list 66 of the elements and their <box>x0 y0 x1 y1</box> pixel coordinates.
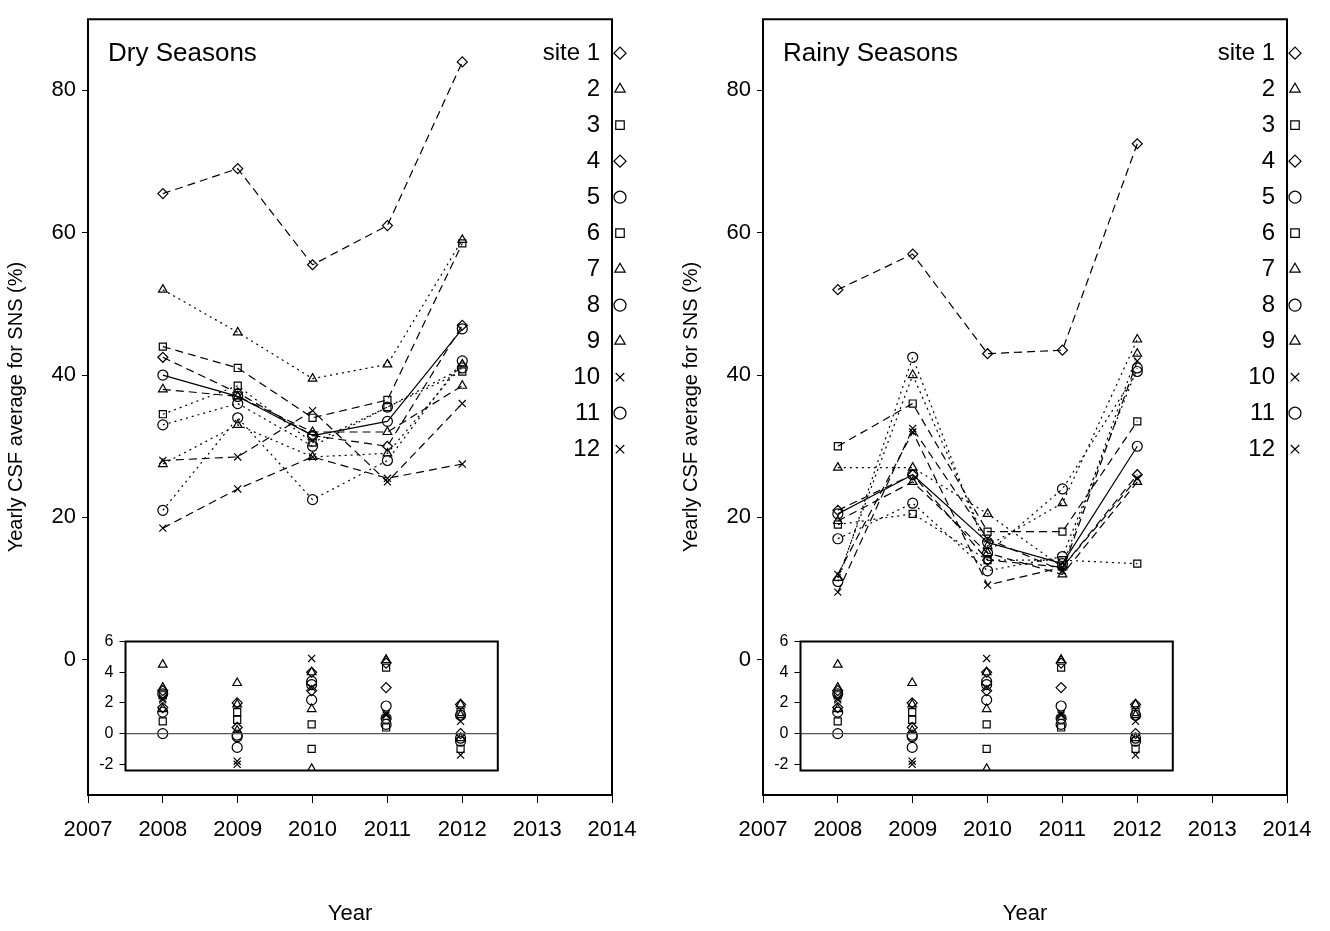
x-tick-label: 2009 <box>888 816 938 842</box>
legend-label: 7 <box>1261 253 1275 281</box>
legend-label: 4 <box>1261 145 1275 173</box>
y-tick-label: 20 <box>51 503 76 529</box>
y-tick-label: 40 <box>51 361 76 387</box>
y-tick-label: 4 <box>779 662 789 680</box>
text: Dry Seasons <box>108 37 257 68</box>
legend-label: 6 <box>1261 217 1275 245</box>
x-tick-label: 2010 <box>963 816 1013 842</box>
legend-label: 2 <box>1261 73 1275 101</box>
x-tick-label: 2008 <box>813 816 863 842</box>
y-tick-label: 2 <box>779 693 789 711</box>
y-tick-label: 60 <box>51 218 76 244</box>
y-tick-label: 20 <box>726 503 751 529</box>
legend-label: 9 <box>586 325 600 353</box>
x-tick-label: 2008 <box>138 816 188 842</box>
legend-label: 6 <box>586 217 600 245</box>
legend-label: 2 <box>586 73 600 101</box>
legend-label: 4 <box>586 145 600 173</box>
y-tick-label: -2 <box>774 754 789 772</box>
y-tick-label: 0 <box>104 724 114 742</box>
x-tick-label: 2014 <box>587 816 637 842</box>
y-tick-label: 0 <box>779 724 789 742</box>
y-tick-label: 60 <box>726 218 751 244</box>
legend-label: 3 <box>1261 109 1275 137</box>
legend-label: 12 <box>573 433 600 461</box>
y-tick-label: 0 <box>738 645 751 671</box>
x-tick-label: 2007 <box>738 816 788 842</box>
x-tick-label: 2013 <box>1187 816 1237 842</box>
x-tick-label: 2013 <box>512 816 562 842</box>
legend-label: 9 <box>1261 325 1275 353</box>
legend-label: 11 <box>1250 397 1275 425</box>
y-axis-title: Yearly CSF average for SNS (%) <box>678 261 701 553</box>
x-tick-label: 2014 <box>1262 816 1312 842</box>
legend-label: 7 <box>586 253 600 281</box>
x-tick-label: 2007 <box>63 816 113 842</box>
legend-label: 5 <box>1261 181 1275 209</box>
legend-label: 12 <box>1248 433 1275 461</box>
legend-label: 5 <box>586 181 600 209</box>
legend-label: 8 <box>1261 289 1275 317</box>
legend-label: 10 <box>1248 361 1275 389</box>
y-tick-label: -2 <box>99 754 114 772</box>
y-tick-label: 0 <box>63 645 76 671</box>
y-tick-label: 2 <box>104 693 114 711</box>
x-tick-label: 2011 <box>363 816 412 842</box>
legend-label: 11 <box>575 397 600 425</box>
x-tick-label: 2011 <box>1038 816 1087 842</box>
y-tick-label: 80 <box>51 76 76 102</box>
legend-label: 10 <box>573 361 600 389</box>
y-tick-label: 4 <box>104 662 114 680</box>
x-tick-label: 2009 <box>213 816 263 842</box>
y-axis-title: Yearly CSF average for SNS (%) <box>3 261 26 553</box>
x-axis-title: Year <box>327 899 373 925</box>
legend-label: site 1 <box>542 37 600 65</box>
x-tick-label: 2012 <box>1112 816 1162 842</box>
x-tick-label: 2012 <box>437 816 487 842</box>
y-tick-label: 40 <box>726 361 751 387</box>
y-tick-label: 6 <box>104 632 114 650</box>
legend-label: 8 <box>586 289 600 317</box>
y-tick-label: 6 <box>779 632 789 650</box>
legend-label: 3 <box>586 109 600 137</box>
x-axis-title: Year <box>1002 899 1048 925</box>
y-tick-label: 80 <box>726 76 751 102</box>
text: Rainy Seasons <box>783 37 958 68</box>
legend-label: site 1 <box>1217 37 1275 65</box>
x-tick-label: 2010 <box>288 816 338 842</box>
